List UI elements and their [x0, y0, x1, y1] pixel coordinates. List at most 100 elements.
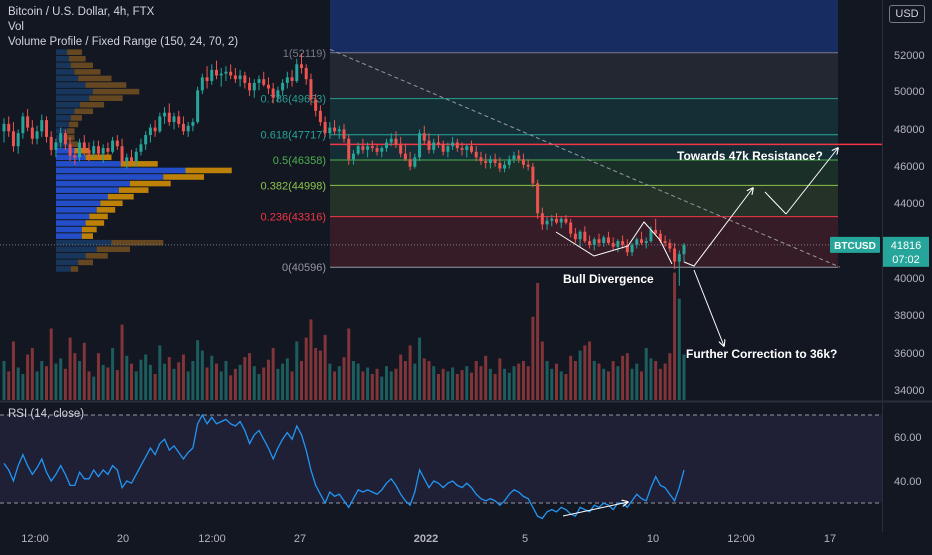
volume-profile-bar-up — [56, 180, 130, 187]
volume-profile-bar-down — [74, 147, 90, 154]
volume-bar — [441, 368, 445, 400]
volume-profile-bar-down — [111, 239, 164, 246]
bullish-scenario-arrow-2 — [764, 191, 787, 215]
candle-body — [403, 153, 407, 160]
candle-body — [592, 239, 596, 245]
volume-bar — [158, 345, 162, 400]
volume-bar — [163, 363, 167, 400]
volume-bar — [290, 371, 294, 400]
candle-body — [281, 82, 285, 91]
candle-body — [300, 64, 303, 69]
price-tick-label: 36000 — [894, 348, 925, 360]
volume-bar — [337, 366, 341, 400]
candle-body — [210, 69, 214, 82]
candle-body — [290, 77, 294, 82]
candle-body — [163, 112, 167, 117]
candle-body — [455, 142, 459, 149]
candle-body — [588, 241, 592, 245]
symbol-tag[interactable] — [830, 236, 880, 253]
volume-profile-indicator-label[interactable]: Volume Profile / Fixed Range (150, 24, 7… — [8, 36, 239, 48]
candle-body — [512, 155, 516, 160]
volume-bar — [564, 374, 568, 400]
volume-bar — [342, 357, 346, 400]
volume-bar — [356, 363, 360, 400]
candle-body — [503, 164, 507, 169]
volume-bar — [436, 374, 440, 400]
fib-level-label: 0.618(47717) — [261, 130, 326, 142]
volume-profile-bar-down — [67, 128, 75, 134]
volume-bar — [215, 363, 218, 400]
volume-bar — [115, 370, 119, 400]
volume-bar — [658, 368, 662, 400]
candle-body — [451, 142, 455, 147]
candle-body — [540, 213, 544, 225]
volume-bar — [181, 354, 185, 400]
volume-profile-bar-down — [93, 88, 140, 95]
volume-bar — [540, 341, 544, 400]
volume-bar — [276, 368, 280, 400]
rsi-indicator-label[interactable]: RSI (14, close) — [8, 408, 84, 420]
volume-bar — [144, 354, 148, 400]
candle-body — [167, 112, 171, 122]
candle-body — [569, 222, 573, 234]
volume-profile-bar-down — [78, 75, 112, 82]
volume-bar — [63, 368, 67, 400]
volume-bar — [59, 358, 63, 400]
volume-bar — [328, 363, 332, 400]
candle-body — [205, 77, 209, 82]
volume-profile-bar-up — [56, 193, 108, 200]
candle-body — [106, 148, 110, 152]
volume-profile-bar-down — [78, 259, 93, 266]
volume-bar — [233, 368, 237, 400]
candle-body — [564, 218, 568, 223]
candle-body — [2, 123, 6, 132]
rsi-tick-label: 40.00 — [894, 476, 922, 488]
volume-bar — [503, 368, 507, 400]
volume-profile-bar-up — [56, 187, 119, 193]
candle-body — [304, 68, 308, 80]
volume-indicator-label[interactable]: Vol — [8, 21, 24, 33]
candle-body — [262, 79, 266, 85]
candle-body — [366, 146, 370, 150]
candle-body — [573, 233, 577, 240]
volume-bar — [418, 337, 422, 400]
volume-bar — [427, 361, 431, 400]
candle-body — [531, 166, 535, 184]
volume-bar — [663, 363, 667, 400]
volume-bar — [422, 358, 426, 400]
volume-bar — [361, 371, 365, 400]
candle-body — [115, 140, 119, 147]
volume-profile-bar-up — [56, 55, 69, 62]
volume-profile-bar-up — [56, 69, 75, 75]
volume-bar — [389, 371, 393, 400]
candle-body — [488, 159, 492, 163]
volume-bar — [167, 357, 171, 400]
currency-button[interactable]: USD — [889, 5, 925, 23]
volume-bar — [673, 272, 677, 400]
volume-profile-bar-down — [118, 187, 149, 193]
candle-body — [191, 122, 195, 126]
candle-body — [630, 244, 634, 253]
symbol-tag-label: BTCUSD — [834, 241, 876, 252]
candle-body — [375, 148, 379, 152]
volume-bar — [101, 364, 105, 400]
volume-bar — [191, 361, 195, 400]
volume-bar — [252, 366, 256, 400]
candle-body — [271, 88, 275, 98]
candle-body — [654, 229, 658, 234]
volume-profile-bar-down — [70, 266, 79, 272]
candle-body — [92, 146, 96, 154]
volume-bar — [403, 361, 407, 400]
candle-body — [583, 231, 587, 242]
volume-profile-bar-up — [56, 226, 82, 233]
volume-bar — [640, 371, 643, 400]
volume-bar — [677, 298, 681, 400]
volume-bar — [130, 363, 133, 400]
volume-bar — [120, 324, 124, 400]
volume-bar — [559, 371, 563, 400]
volume-bar — [186, 371, 190, 400]
candle-body — [347, 138, 351, 160]
candle-body — [474, 151, 478, 158]
